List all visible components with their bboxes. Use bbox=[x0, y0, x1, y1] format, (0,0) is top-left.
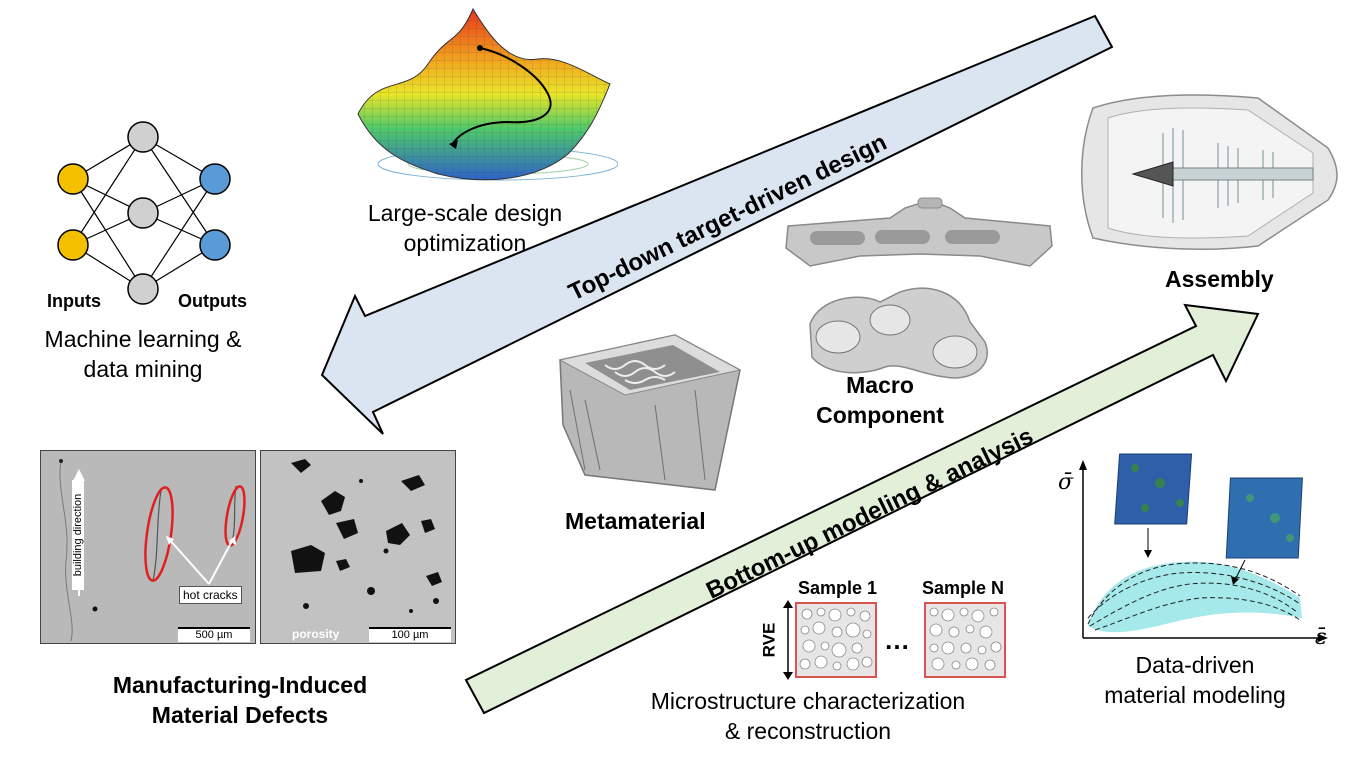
rve-label: RVE bbox=[759, 622, 779, 658]
scale-bar-500: 500 µm bbox=[178, 627, 250, 642]
scale-bar-100: 100 µm bbox=[369, 627, 451, 642]
pores-overlay bbox=[291, 459, 442, 613]
rve-dimension-arrow bbox=[783, 600, 793, 680]
micrograph-cracks: building direction hot cracks 500 µm bbox=[40, 450, 256, 644]
input-node bbox=[57, 163, 89, 195]
macro-label-line1: Macro bbox=[846, 372, 914, 398]
bottom-up-arrow bbox=[464, 303, 1260, 715]
micrograph-porosity: porosity 100 µm bbox=[260, 450, 456, 644]
defects-caption: Manufacturing-Induced Material Defects bbox=[85, 670, 395, 730]
scale-bar-500-label: 500 µm bbox=[195, 629, 233, 641]
bracket-component-image bbox=[785, 197, 1053, 267]
output-node bbox=[199, 229, 231, 261]
stress-axis-label: σ̄ bbox=[1058, 470, 1074, 495]
outputs-label: Outputs bbox=[178, 291, 247, 311]
jet-engine-image bbox=[1081, 94, 1338, 251]
stress-strain-plot bbox=[1079, 453, 1328, 642]
data-driven-caption-line1: Data-driven bbox=[1135, 652, 1255, 678]
defects-caption-line2: Material Defects bbox=[151, 702, 329, 728]
metamaterial-label: Metamaterial bbox=[565, 508, 706, 534]
assembly-label: Assembly bbox=[1165, 266, 1274, 292]
building-direction-label: building direction bbox=[72, 480, 84, 590]
macro-label: Macro Component bbox=[800, 370, 960, 430]
microstructure-caption-line1: Microstructure characterization bbox=[650, 688, 966, 714]
rve-sample-n bbox=[924, 602, 1006, 678]
metamaterial-image bbox=[558, 334, 742, 491]
rve-sample-1 bbox=[795, 602, 877, 678]
data-driven-caption: Data-driven material modeling bbox=[1070, 650, 1320, 710]
optimization-caption-line1: Large-scale design bbox=[367, 200, 563, 226]
ml-caption: Machine learning & data mining bbox=[18, 324, 268, 384]
ellipsis-label: … bbox=[884, 625, 910, 655]
microstructure-caption: Microstructure characterization & recons… bbox=[618, 686, 998, 746]
hidden-node bbox=[127, 121, 159, 153]
porosity-label: porosity bbox=[292, 627, 340, 641]
data-driven-caption-line2: material modeling bbox=[1104, 682, 1286, 708]
microstructure-caption-line2: & reconstruction bbox=[724, 718, 892, 744]
sampleN-label: Sample N bbox=[922, 578, 1005, 598]
optimization-caption-line2: optimization bbox=[403, 230, 527, 256]
ml-caption-line2: data mining bbox=[83, 356, 203, 382]
top-down-arrow bbox=[320, 14, 1114, 435]
hidden-node bbox=[127, 273, 159, 305]
sample1-label: Sample 1 bbox=[798, 578, 878, 598]
neural-network-diagram bbox=[57, 121, 231, 305]
link-component-image bbox=[809, 287, 988, 379]
input-node bbox=[57, 229, 89, 261]
strain-axis-label: ε̄ bbox=[1315, 625, 1327, 650]
output-node bbox=[199, 163, 231, 195]
optimization-caption: Large-scale design optimization bbox=[340, 198, 590, 258]
inputs-label: Inputs bbox=[47, 291, 101, 311]
optimization-surface-image bbox=[357, 7, 618, 181]
hidden-node bbox=[127, 197, 159, 229]
ml-caption-line1: Machine learning & bbox=[44, 326, 242, 352]
hot-cracks-label: hot cracks bbox=[179, 586, 242, 604]
macro-label-line2: Component bbox=[816, 402, 944, 428]
defects-caption-line1: Manufacturing-Induced bbox=[112, 672, 368, 698]
scale-bar-100-label: 100 µm bbox=[391, 629, 429, 641]
